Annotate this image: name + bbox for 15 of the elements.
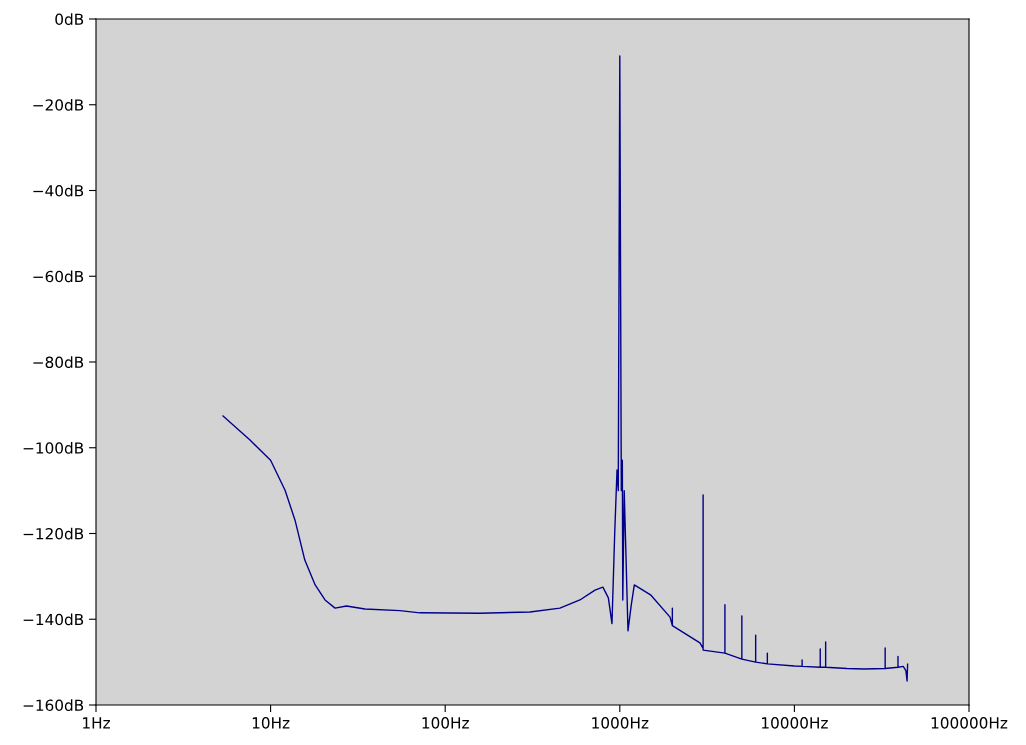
y-tick-label: −20dB [33,98,84,111]
y-tick-label: −40dB [33,184,84,197]
y-tick-label: −80dB [33,356,84,369]
x-tick-label: 100Hz [422,717,469,729]
x-tick-label: 1Hz [83,717,110,729]
y-tick-label: −100dB [23,441,84,454]
y-tick-label: 0dB [55,13,84,26]
x-tick-label: 1000Hz [592,717,649,729]
x-tick-label: 10000Hz [762,717,828,729]
y-tick-label: −160dB [23,699,84,712]
x-tick-label: 10Hz [252,717,290,729]
x-tick-label: 100000Hz [931,717,1008,729]
y-tick-label: −60dB [33,270,84,283]
y-tick-label: −140dB [23,613,84,626]
y-tick-label: −120dB [23,527,84,540]
